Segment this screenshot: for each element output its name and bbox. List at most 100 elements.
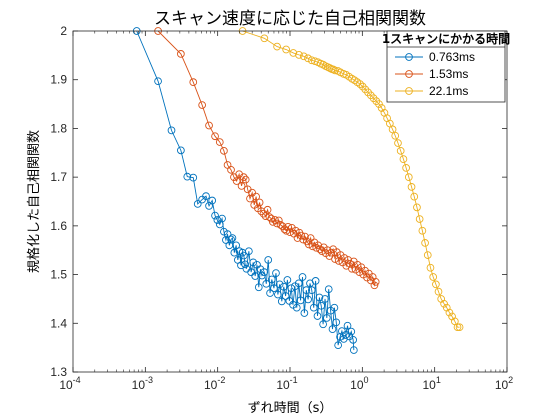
series-0 (132, 27, 358, 354)
legend-label: 0.763ms (429, 50, 475, 64)
data-point (297, 231, 306, 240)
data-point (371, 278, 380, 286)
data-point (228, 234, 237, 242)
data-point (429, 273, 438, 281)
data-point (286, 228, 294, 237)
data-point (177, 50, 185, 58)
data-point (370, 281, 379, 290)
data-point (346, 260, 354, 268)
data-point (220, 146, 228, 155)
data-point (283, 276, 292, 284)
data-point (445, 308, 454, 317)
data-point (293, 234, 302, 242)
y-tick-label: 1.3 (50, 365, 67, 379)
data-point (343, 321, 352, 330)
y-tick-label: 1.6 (50, 219, 67, 233)
data-point (294, 279, 303, 288)
data-point (434, 287, 443, 296)
data-point (279, 282, 288, 291)
data-point (344, 256, 353, 264)
data-point (312, 243, 321, 252)
data-point (319, 320, 327, 329)
data-point (272, 269, 280, 277)
data-point (349, 336, 357, 344)
data-point (239, 251, 248, 260)
data-point (287, 284, 296, 293)
series-layer (132, 27, 464, 354)
data-point (239, 173, 248, 181)
data-point (223, 230, 232, 238)
data-point (353, 260, 362, 269)
data-point (260, 268, 269, 276)
data-point (440, 299, 448, 308)
data-point (247, 268, 255, 276)
data-point (295, 51, 303, 59)
data-point (415, 215, 424, 223)
data-point (307, 286, 316, 295)
data-point (289, 49, 298, 57)
series-2 (238, 27, 464, 332)
data-point (241, 260, 250, 269)
data-point (299, 52, 308, 61)
y-tick-label: 1.7 (50, 170, 67, 184)
data-point (453, 323, 462, 332)
data-point (426, 263, 435, 272)
data-point (263, 205, 272, 214)
data-point (248, 188, 257, 197)
data-point (402, 164, 410, 172)
series-1 (154, 27, 380, 290)
data-point (213, 216, 222, 224)
data-point (291, 226, 300, 235)
data-point (396, 146, 405, 155)
data-point (309, 303, 318, 312)
chart-title: スキャン速度に応じた自己相関関数 (154, 9, 426, 29)
data-point (304, 295, 312, 304)
data-point (404, 173, 413, 181)
x-tick-label: 102 (495, 375, 513, 392)
data-point (237, 261, 245, 270)
data-point (215, 138, 224, 146)
data-point (355, 268, 364, 276)
legend-entry: 0.763ms (395, 50, 475, 64)
data-point (322, 314, 331, 322)
data-point (183, 172, 192, 181)
data-point (421, 239, 429, 247)
data-point (304, 54, 312, 63)
data-point (273, 42, 281, 51)
data-point (232, 177, 241, 185)
data-point (270, 284, 278, 293)
x-tick-label: 10-3 (132, 375, 153, 392)
data-point (298, 273, 307, 281)
data-point (205, 121, 213, 130)
x-axis-label: ずれ時間（s） (248, 401, 333, 416)
data-point (319, 60, 327, 69)
data-point (275, 280, 284, 289)
data-point (274, 216, 283, 225)
data-point (331, 66, 339, 75)
data-point (334, 341, 342, 350)
data-point (332, 318, 341, 327)
data-point (313, 312, 322, 320)
data-point (276, 221, 285, 229)
data-point (284, 222, 292, 231)
x-tick-label: 10-2 (204, 375, 225, 392)
legend-marker (405, 70, 413, 78)
data-point (423, 251, 432, 259)
data-point (323, 246, 332, 255)
data-point (230, 248, 239, 257)
data-point (330, 303, 339, 312)
data-point (302, 286, 311, 295)
data-point (249, 258, 258, 267)
data-point (350, 76, 359, 85)
data-point (274, 290, 282, 299)
data-point (264, 256, 273, 264)
x-tick-label: 100 (350, 375, 368, 392)
data-point (306, 234, 315, 242)
data-point (260, 34, 269, 43)
y-axis: 1.3 1.4 1.5 1.6 1.7 1.8 1.9 2 (50, 24, 507, 379)
data-point (418, 226, 427, 235)
data-point (399, 155, 408, 163)
y-axis-label: 規格化した自己相関関数 (26, 130, 42, 273)
data-point (356, 80, 364, 88)
data-point (193, 200, 202, 208)
